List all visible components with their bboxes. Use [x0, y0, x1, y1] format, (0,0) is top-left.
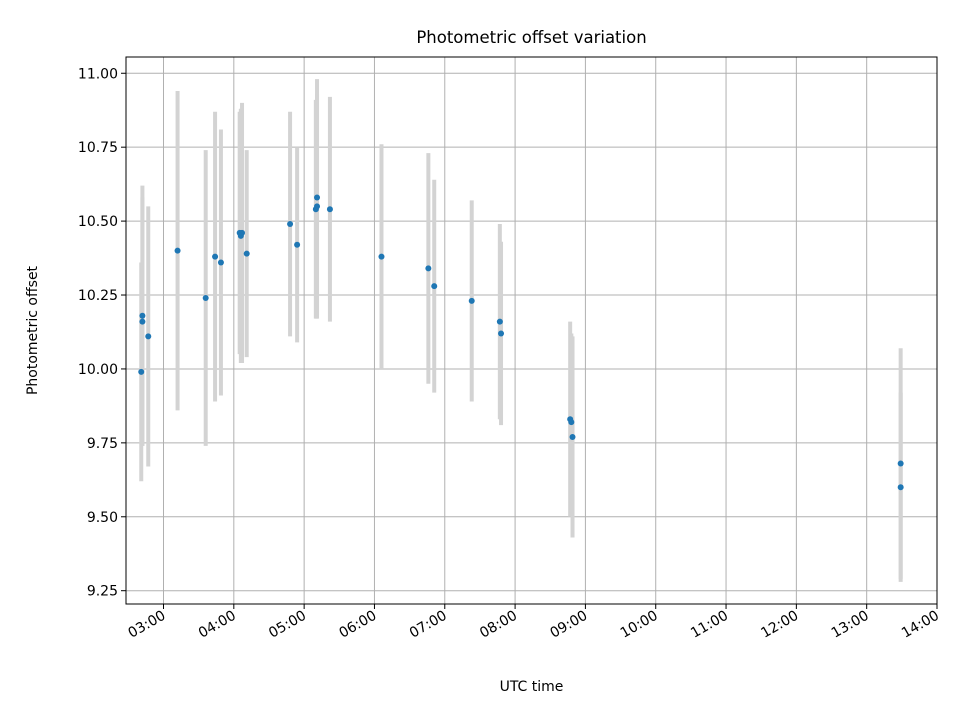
- y-axis-label: Photometric offset: [25, 265, 41, 395]
- data-point: [212, 253, 219, 260]
- y-tick-label: 10.75: [78, 140, 118, 156]
- data-point: [145, 333, 152, 340]
- data-point: [498, 330, 505, 337]
- data-point: [468, 297, 475, 304]
- data-point: [897, 460, 904, 467]
- data-point: [326, 206, 333, 213]
- plot-frame: [125, 56, 938, 605]
- data-point: [569, 433, 576, 440]
- y-tick-label: 9.25: [87, 584, 118, 600]
- data-point: [294, 241, 301, 248]
- data-point: [314, 194, 321, 201]
- data-point: [496, 318, 503, 325]
- data-point: [314, 203, 321, 210]
- plot-area-background: [126, 57, 937, 604]
- y-tick-label: 10.00: [78, 362, 118, 378]
- data-point: [174, 247, 181, 254]
- data-point: [431, 283, 438, 290]
- data-point: [425, 265, 432, 272]
- y-tick-label: 9.50: [87, 510, 118, 526]
- data-point: [139, 312, 146, 319]
- data-point: [138, 368, 145, 375]
- data-point: [897, 484, 904, 491]
- data-point: [217, 259, 224, 266]
- data-point: [287, 221, 294, 228]
- y-tick-label: 11.00: [78, 66, 118, 82]
- x-axis-label: UTC time: [500, 679, 564, 695]
- data-point: [568, 419, 575, 426]
- y-tick-label: 10.50: [78, 214, 118, 230]
- chart-title: Photometric offset variation: [416, 28, 646, 47]
- data-point: [378, 253, 385, 260]
- y-axis-ticks: 9.25 9.50 9.75 10.00 10.25 10.50 10.75 11.00: [78, 66, 126, 600]
- data-point: [202, 294, 209, 301]
- data-point: [243, 250, 250, 257]
- data-point: [239, 229, 246, 236]
- data-points: [138, 194, 904, 491]
- y-tick-label: 10.25: [78, 288, 118, 304]
- y-tick-label: 9.75: [87, 436, 118, 452]
- data-point: [139, 318, 146, 325]
